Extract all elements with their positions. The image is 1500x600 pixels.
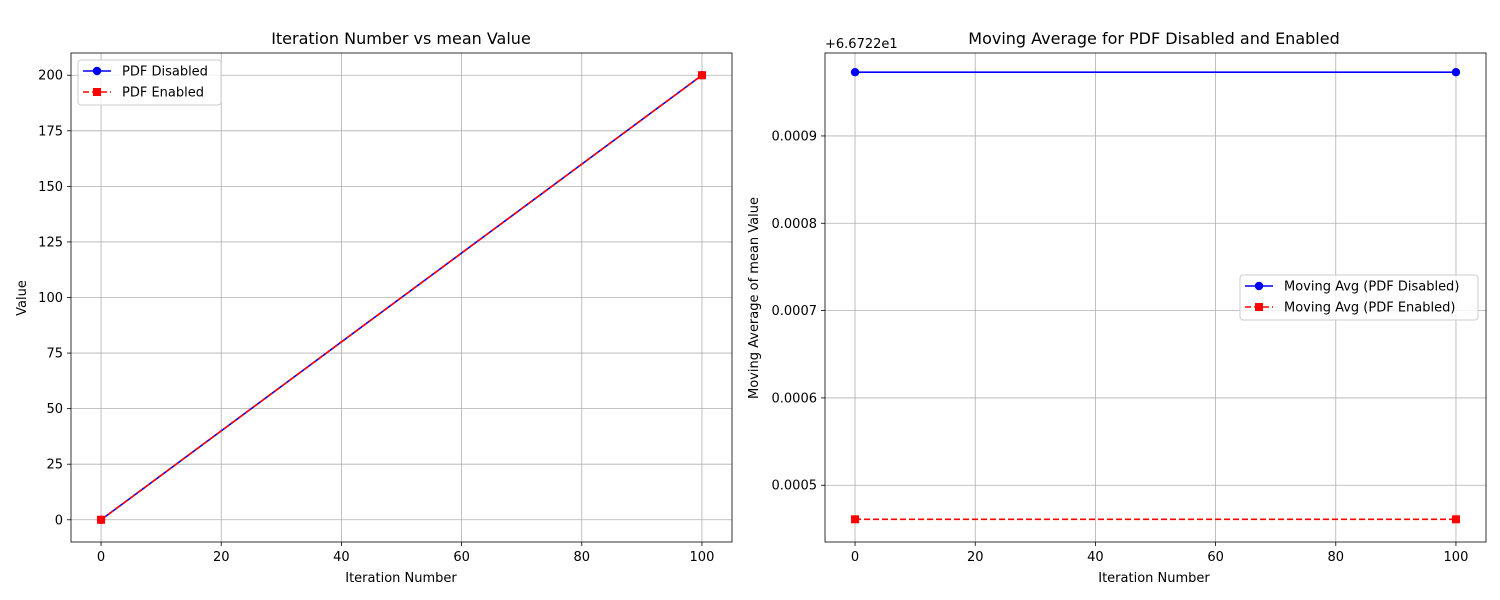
x-tick-label: 20 xyxy=(213,550,230,565)
legend: Moving Avg (PDF Disabled) Moving Avg (PDF… xyxy=(1239,274,1479,321)
legend-box xyxy=(77,59,222,106)
y-tick-label: 0.0006 xyxy=(772,391,818,406)
data-point-0-1 xyxy=(1451,68,1461,77)
legend-label-1: Moving Avg (PDF Enabled) xyxy=(1284,301,1455,316)
x-axis-label: Iteration Number xyxy=(1098,571,1210,586)
legend-label-1: PDF Enabled xyxy=(122,86,204,101)
x-tick-label: 0 xyxy=(851,550,859,565)
x-tick-label: 20 xyxy=(967,550,984,565)
chart-moving-average: Moving Average for PDF Disabled and Enab… xyxy=(747,29,1487,586)
x-tick-label: 60 xyxy=(1207,550,1224,565)
y-tick-label: 50 xyxy=(46,402,63,417)
x-axis-label: Iteration Number xyxy=(345,571,457,586)
x-tick-label: 100 xyxy=(1444,550,1469,565)
data-point-1-1 xyxy=(1451,515,1460,524)
x-tick-label: 40 xyxy=(1087,550,1104,565)
legend-marker-0 xyxy=(1254,281,1264,291)
y-axis-label: Moving Average of mean Value xyxy=(747,197,762,399)
y-tick-label: 0.0007 xyxy=(772,304,818,319)
y-tick-label: 100 xyxy=(38,291,63,306)
chart-title: Moving Average for PDF Disabled and Enab… xyxy=(968,29,1339,48)
chart-title: Iteration Number vs mean Value xyxy=(271,29,531,48)
x-tick-label: 80 xyxy=(1327,550,1344,565)
x-tick-label: 100 xyxy=(690,550,715,565)
plot-frame xyxy=(824,52,1487,543)
series-line-1 xyxy=(100,74,703,521)
legend: PDF Disabled PDF Enabled xyxy=(77,59,222,106)
legend-marker-1 xyxy=(93,88,101,96)
legend-label-0: Moving Avg (PDF Disabled) xyxy=(1284,280,1459,295)
data-point-1-0 xyxy=(97,515,106,524)
data-point-1-1 xyxy=(697,71,706,80)
y-tick-label: 75 xyxy=(46,347,63,362)
legend-marker-0 xyxy=(92,66,102,76)
y-axis-offset-text: +6.6722e1 xyxy=(825,37,898,52)
y-tick-label: 150 xyxy=(38,180,63,195)
legend-marker-1 xyxy=(1255,303,1263,311)
y-tick-label: 25 xyxy=(46,458,63,473)
grid-lines xyxy=(71,53,732,542)
x-tick-label: 60 xyxy=(453,550,470,565)
y-tick-label: 175 xyxy=(38,124,63,139)
x-tick-label: 40 xyxy=(333,550,350,565)
y-axis-label: Value xyxy=(15,280,30,316)
data-point-1-0 xyxy=(851,515,860,524)
x-tick-label: 80 xyxy=(573,550,590,565)
y-tick-label: 0.0008 xyxy=(772,217,818,232)
y-tick-label: 125 xyxy=(38,235,63,250)
y-tick-label: 200 xyxy=(38,69,63,84)
chart-iteration-vs-mean: Iteration Number vs mean Value Iteration… xyxy=(15,29,733,586)
legend-box xyxy=(1239,274,1479,321)
legend-label-0: PDF Disabled xyxy=(122,65,208,80)
data-point-0-0 xyxy=(850,68,860,77)
y-tick-label: 0 xyxy=(55,513,63,528)
x-tick-label: 0 xyxy=(97,550,105,565)
y-tick-label: 0.0005 xyxy=(772,479,818,494)
y-tick-label: 0.0009 xyxy=(772,129,818,144)
